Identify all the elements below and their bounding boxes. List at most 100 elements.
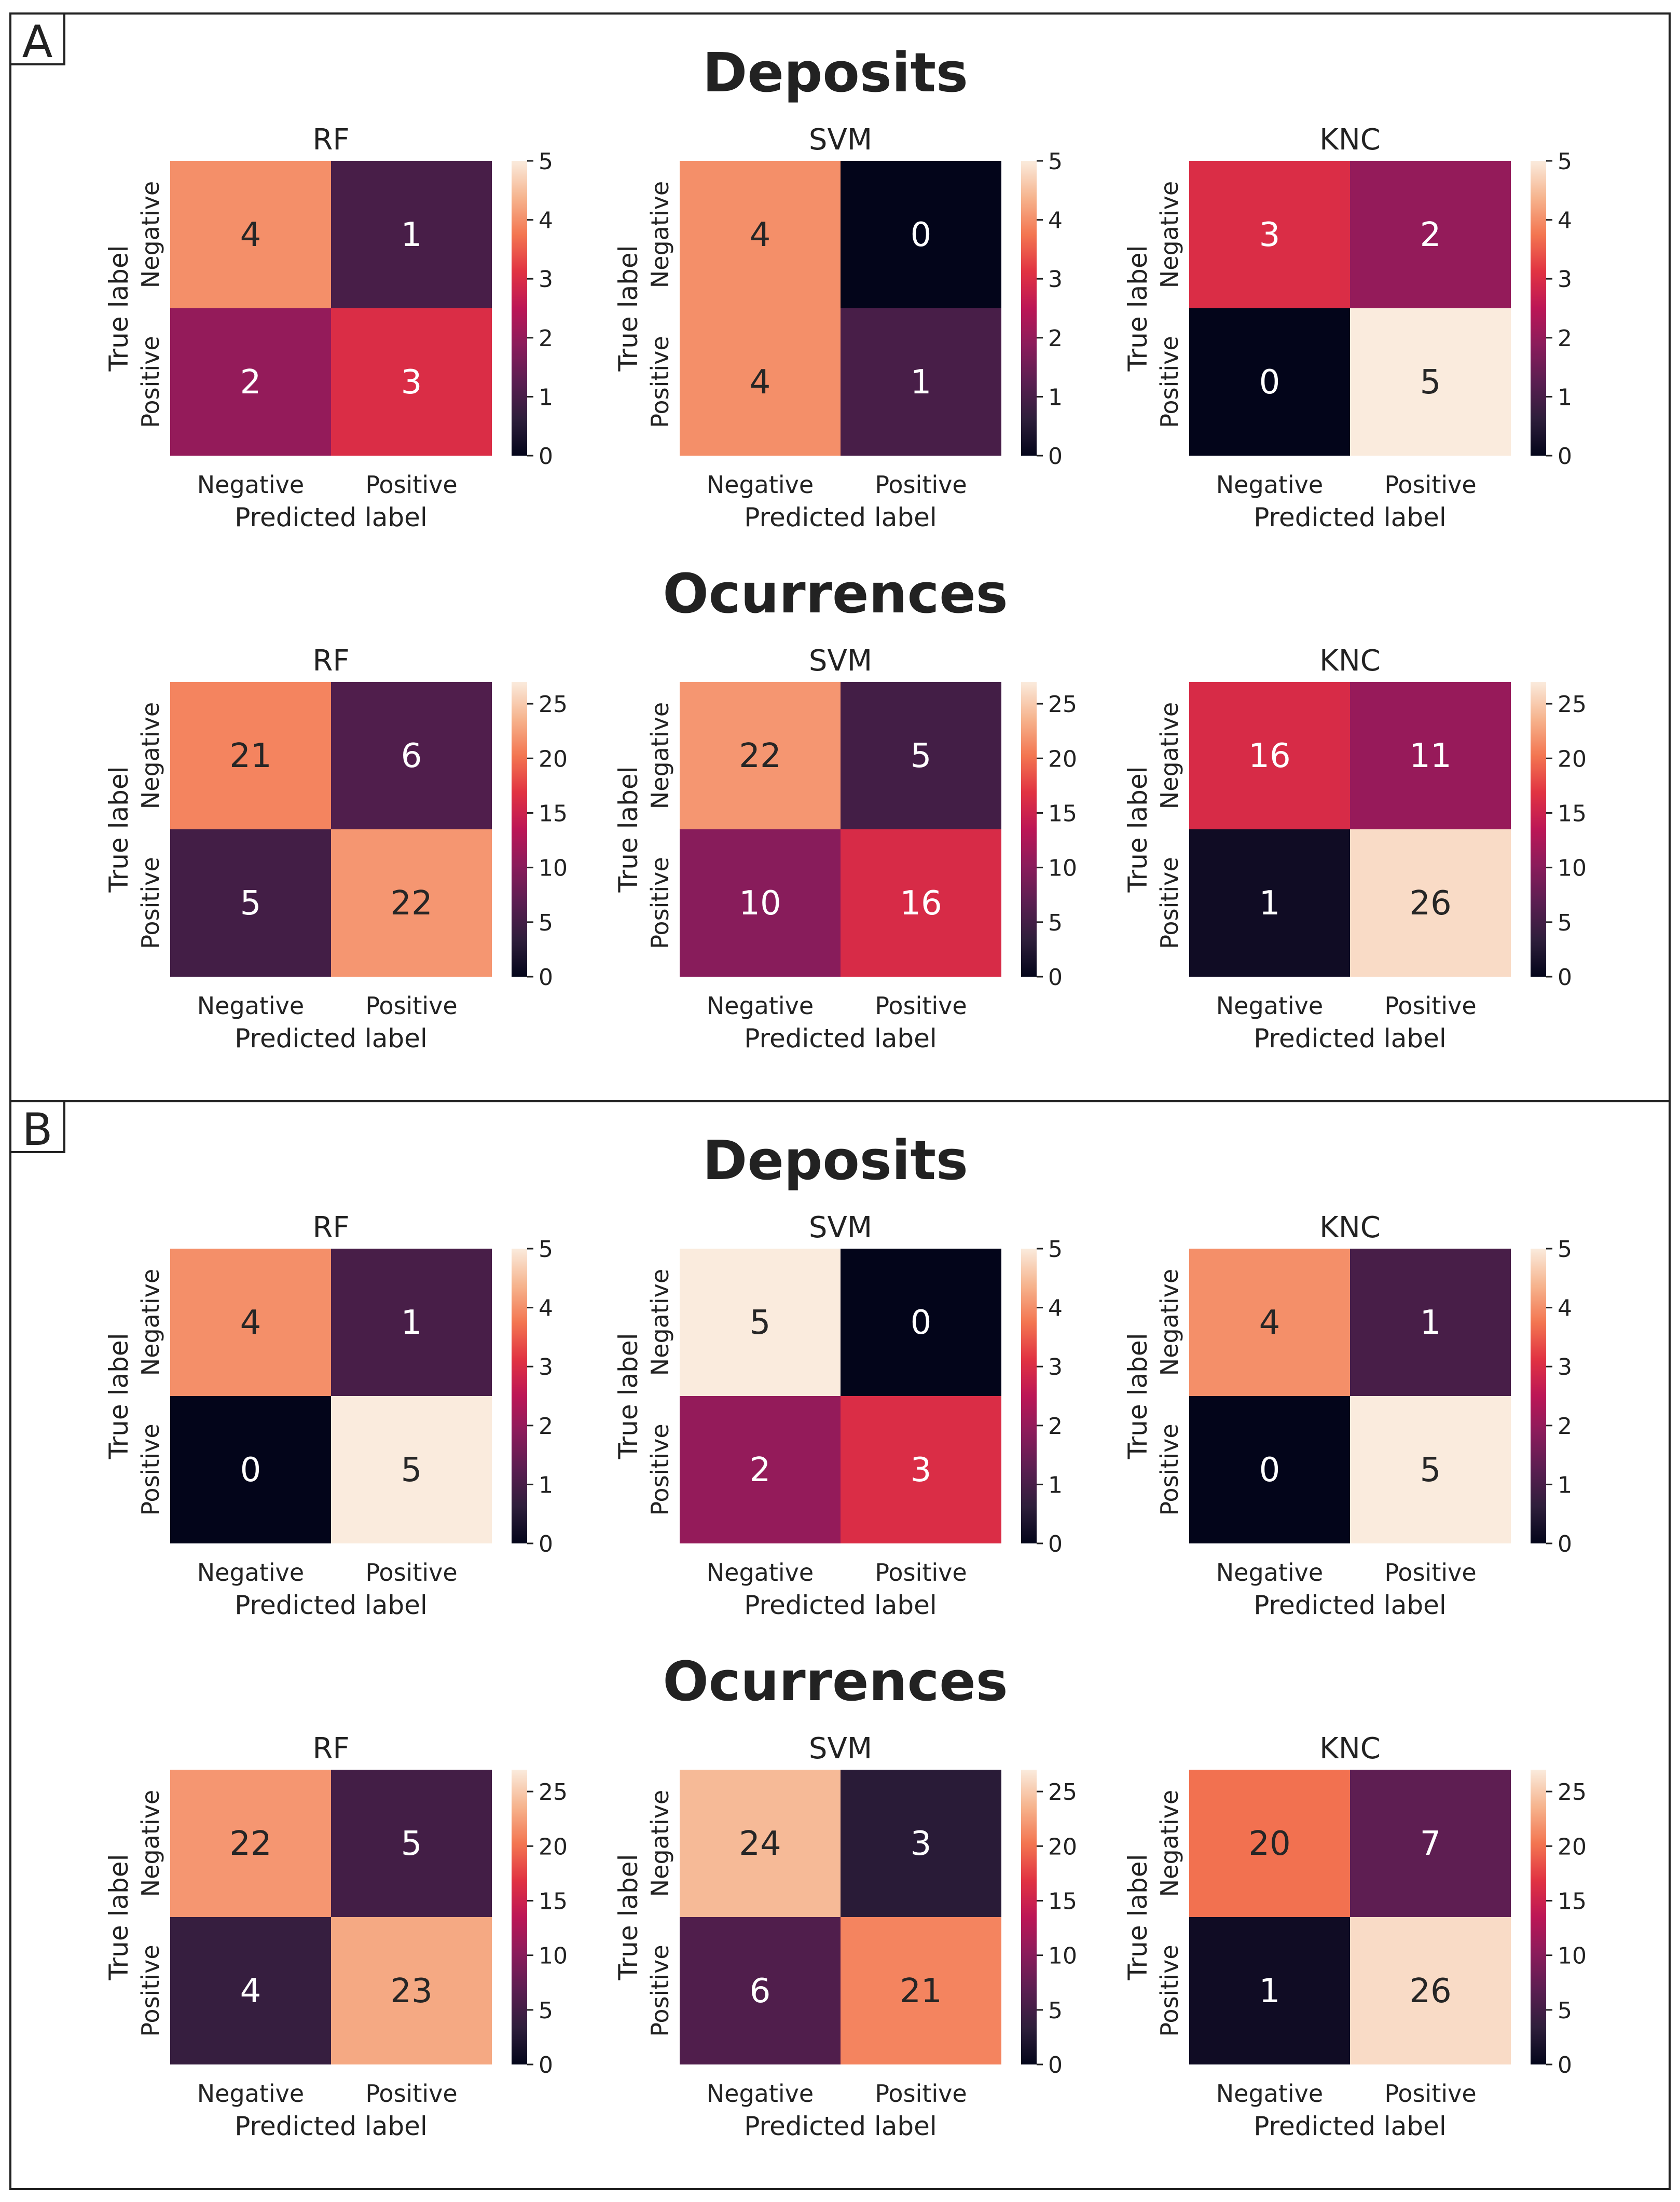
- colorbar-gradient: [512, 161, 527, 456]
- heatmap-cell: [1189, 1396, 1350, 1543]
- colorbar-tick-label: 3: [1048, 1354, 1063, 1380]
- cell-value: 0: [1259, 363, 1280, 402]
- colorbar-tick-label: 2: [1558, 1413, 1572, 1440]
- heatmap-cell: [331, 161, 492, 308]
- colorbar-gradient: [1021, 682, 1037, 977]
- heatmap-title: SVM: [809, 123, 872, 157]
- cell-value: 5: [911, 737, 932, 775]
- colorbar-tick-label: 5: [1048, 148, 1063, 175]
- colorbar-tick-label: 20: [539, 746, 568, 772]
- heatmap-cell: [1189, 1917, 1350, 2064]
- colorbar-tick-label: 10: [539, 1943, 568, 1970]
- row-tick-label: Positive: [136, 857, 164, 949]
- colorbar-tick-label: 5: [1558, 910, 1572, 936]
- x-axis-label: Predicted label: [744, 2111, 937, 2141]
- heatmap-cell: [331, 1249, 492, 1396]
- col-tick-label: Positive: [365, 992, 457, 1020]
- colorbar-gradient: [512, 1770, 527, 2064]
- colorbar-tick-label: 0: [539, 443, 553, 470]
- heatmap-cell: [170, 682, 331, 829]
- colorbar-tick-label: 25: [1048, 691, 1077, 718]
- y-axis-label: True label: [613, 1333, 643, 1459]
- heatmap-cell: [841, 161, 1001, 308]
- x-axis-label: Predicted label: [235, 1590, 428, 1620]
- colorbar-tick-label: 0: [539, 964, 553, 991]
- colorbar-gradient: [1021, 1249, 1037, 1543]
- cell-value: 2: [1420, 216, 1441, 254]
- row-tick-label: Positive: [136, 1945, 164, 2036]
- row-tick-label: Negative: [1155, 181, 1183, 288]
- heatmap-title: RF: [312, 1732, 349, 1766]
- colorbar-tick-label: 25: [539, 691, 568, 718]
- x-axis-label: Predicted label: [235, 502, 428, 532]
- colorbar-tick-label: 0: [1558, 2052, 1572, 2078]
- row-tick-label: Positive: [1155, 336, 1183, 428]
- colorbar-tick-label: 0: [1048, 2052, 1063, 2078]
- heatmap-cell: [680, 161, 841, 308]
- cell-value: 2: [750, 1451, 771, 1489]
- colorbar: 0 5 10 15 20 25: [1531, 1770, 1587, 2078]
- cell-value: 0: [911, 1304, 932, 1342]
- colorbar: 0 1 2 3 4 5: [1531, 1236, 1572, 1557]
- y-axis-label: True label: [104, 245, 134, 372]
- heatmap-title: RF: [312, 1211, 349, 1244]
- cell-value: 2: [240, 363, 261, 402]
- heatmap-cell: [331, 1396, 492, 1543]
- col-tick-label: Positive: [365, 2080, 457, 2108]
- group-title: Deposits: [703, 1129, 968, 1192]
- heatmap-cell: [680, 682, 841, 829]
- heatmap-cell: [1189, 1249, 1350, 1396]
- cell-value: 26: [1409, 1972, 1451, 2010]
- row-tick-label: Negative: [646, 1790, 674, 1897]
- colorbar-tick-label: 25: [1558, 1779, 1587, 1806]
- colorbar-tick-label: 2: [539, 325, 553, 352]
- group-title: Deposits: [703, 41, 968, 104]
- heatmap-cell: [1350, 829, 1511, 977]
- col-tick-label: Negative: [197, 1558, 304, 1586]
- heatmap-cell: [170, 161, 331, 308]
- y-axis-label: True label: [613, 245, 643, 372]
- x-axis-label: Predicted label: [1254, 1590, 1447, 1620]
- heatmap-cell: [1189, 682, 1350, 829]
- row-tick-label: Positive: [646, 1945, 674, 2036]
- cell-value: 5: [1420, 363, 1441, 402]
- colorbar-tick-label: 5: [539, 1998, 553, 2024]
- heatmap-title: SVM: [809, 644, 872, 678]
- heatmap-cell: [841, 1249, 1001, 1396]
- cell-value: 7: [1420, 1825, 1441, 1863]
- cell-value: 0: [911, 216, 932, 254]
- cell-value: 21: [229, 737, 271, 775]
- heatmap-cell: [680, 1917, 841, 2064]
- colorbar-tick-label: 2: [539, 1413, 553, 1440]
- row-tick-label: Negative: [646, 702, 674, 809]
- colorbar: 0 5 10 15 20 25: [1021, 1770, 1077, 2078]
- heatmap-cell: [1350, 308, 1511, 456]
- colorbar-tick-label: 20: [1048, 746, 1077, 772]
- y-axis-label: True label: [1123, 245, 1153, 372]
- row-tick-label: Positive: [1155, 1424, 1183, 1515]
- heatmap-cell: [331, 1770, 492, 1917]
- colorbar-tick-label: 20: [1558, 746, 1587, 772]
- heatmap-cell: [331, 829, 492, 977]
- heatmap-title: SVM: [809, 1211, 872, 1244]
- cell-value: 1: [1259, 884, 1280, 923]
- y-axis-label: True label: [104, 766, 134, 893]
- x-axis-label: Predicted label: [744, 1023, 937, 1054]
- row-tick-label: Negative: [1155, 1790, 1183, 1897]
- colorbar-gradient: [512, 682, 527, 977]
- panel-tag-box: [9, 1100, 65, 1153]
- cell-value: 1: [1420, 1304, 1441, 1342]
- colorbar-tick-label: 2: [1558, 325, 1572, 352]
- cell-value: 0: [240, 1451, 261, 1489]
- heatmap-title: KNC: [1319, 644, 1381, 678]
- colorbar-tick-label: 15: [539, 1888, 568, 1914]
- cell-value: 22: [229, 1825, 271, 1863]
- colorbar: 0 1 2 3 4 5: [1021, 148, 1063, 470]
- colorbar-gradient: [512, 1249, 527, 1543]
- panel-tag: A: [22, 16, 53, 68]
